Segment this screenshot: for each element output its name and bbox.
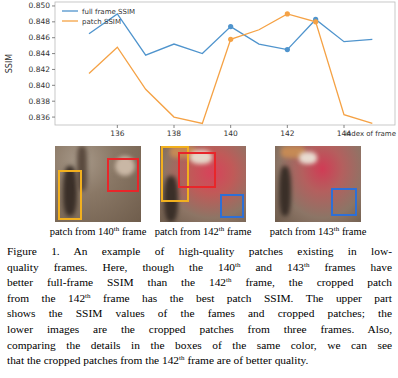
text-run: shows the SSIM values of the fames and c…: [7, 307, 392, 319]
text-run: th: [85, 292, 90, 300]
caption-line: quality frames. Here, though the 140th a…: [7, 260, 392, 276]
highlight-box: [220, 194, 244, 218]
x-tick-label: 142: [280, 129, 295, 138]
x-tick-label: 140: [224, 129, 239, 138]
text-run: frame: [224, 226, 251, 237]
text-run: th: [334, 225, 339, 233]
image-detail: [77, 146, 87, 191]
patch-image: [160, 146, 246, 222]
text-run: th: [114, 225, 119, 233]
x-tick: [287, 125, 288, 128]
caption-line: lower images are the cropped patches fro…: [7, 322, 392, 338]
highlight-point: [228, 37, 233, 42]
y-tick: [52, 37, 55, 38]
image-detail: [299, 152, 317, 164]
y-tick: [52, 21, 55, 22]
y-tick: [52, 53, 55, 54]
highlight-box: [58, 170, 82, 220]
text-run: patch from 143: [270, 226, 334, 237]
y-tick: [52, 101, 55, 102]
text-run: frame: [339, 226, 366, 237]
text-run: frame has the best patch SSIM. The upper…: [91, 292, 392, 304]
patch-image: [55, 146, 141, 222]
patch-image: [275, 146, 361, 222]
series-line: [89, 14, 372, 124]
highlight-point: [228, 24, 233, 29]
text-run: from the 142: [7, 292, 85, 304]
text-run: Figure 1. An example of high-quality pat…: [7, 245, 392, 257]
x-tick: [344, 125, 345, 128]
highlight-box: [161, 146, 189, 202]
text-run: and 143: [241, 261, 305, 273]
highlight-point: [285, 47, 290, 52]
y-tick-label: 0.840: [29, 81, 51, 90]
text-run: frame: [119, 226, 146, 237]
text-run: frame, the cropped patch: [232, 276, 392, 288]
x-tick: [174, 125, 175, 128]
y-tick-label: 0.838: [29, 97, 51, 106]
text-run: quality frames. Here, though the 140: [7, 261, 235, 273]
text-run: th: [179, 354, 184, 362]
x-tick: [117, 125, 118, 128]
y-tick-label: 0.848: [29, 17, 51, 26]
y-tick-label: 0.842: [29, 65, 51, 74]
y-tick: [52, 69, 55, 70]
image-detail: [279, 166, 291, 216]
text-run: comparing the details in the boxes of th…: [7, 339, 392, 351]
chart: 0.836 0.838 0.840 0.842 0.844 0.846 0.848 0.850…: [0, 0, 398, 142]
y-tick-label: 0.844: [29, 49, 51, 58]
text-run: lower images are the cropped patches fro…: [7, 323, 392, 335]
caption-line: better full-frame SSIM than the 142th fr…: [7, 275, 392, 291]
y-axis-label: SSIM: [5, 54, 14, 74]
legend-label: patch SSIM: [82, 18, 121, 26]
patch-caption: patch from 142th frame: [138, 226, 268, 237]
patch-caption: patch from 140th frame: [33, 226, 163, 237]
legend: full frame SSIM patch SSIM: [62, 8, 135, 26]
x-axis-label: index of frame: [345, 130, 396, 138]
highlight-box: [178, 152, 216, 188]
text-run: th: [235, 261, 240, 269]
image-detail: [63, 166, 77, 216]
x-tick-label: 138: [167, 129, 182, 138]
text-run: that the cropped patches from the 142: [7, 354, 179, 366]
y-tick: [52, 5, 55, 6]
plot-area: [89, 11, 372, 123]
figure-caption: Figure 1. An example of high-quality pat…: [7, 244, 392, 369]
patch-caption: patch from 143th frame: [253, 226, 383, 237]
text-run: patch from 140: [50, 226, 114, 237]
legend-swatch: [62, 20, 78, 21]
text-run: better full-frame SSIM than the 142: [7, 276, 226, 288]
highlight-box: [107, 158, 139, 192]
highlight-point: [313, 19, 318, 24]
y-tick-label: 0.836: [29, 113, 51, 122]
caption-line: that the cropped patches from the 142th …: [7, 353, 392, 369]
highlight-point: [285, 11, 290, 16]
y-tick: [52, 117, 55, 118]
text-run: frame are of better quality.: [185, 354, 309, 366]
caption-line: comparing the details in the boxes of th…: [7, 338, 392, 354]
caption-line: from the 142th frame has the best patch …: [7, 291, 392, 307]
highlight-box: [331, 188, 357, 216]
y-tick-label: 0.846: [29, 33, 51, 42]
text-run: frames have: [310, 261, 392, 273]
plot-frame: [55, 2, 395, 125]
caption-line: shows the SSIM values of the fames and c…: [7, 306, 392, 322]
caption-line: Figure 1. An example of high-quality pat…: [7, 244, 392, 260]
y-tick-label: 0.850: [29, 1, 51, 10]
x-tick: [230, 125, 231, 128]
text-run: th: [219, 225, 224, 233]
legend-swatch: [62, 10, 78, 11]
image-detail: [164, 176, 178, 222]
series-line: [89, 14, 372, 55]
x-tick-label: 136: [110, 129, 125, 138]
legend-label: full frame SSIM: [82, 8, 135, 16]
text-run: th: [226, 276, 231, 284]
text-run: th: [304, 261, 309, 269]
text-run: patch from 142: [155, 226, 219, 237]
y-tick: [52, 85, 55, 86]
